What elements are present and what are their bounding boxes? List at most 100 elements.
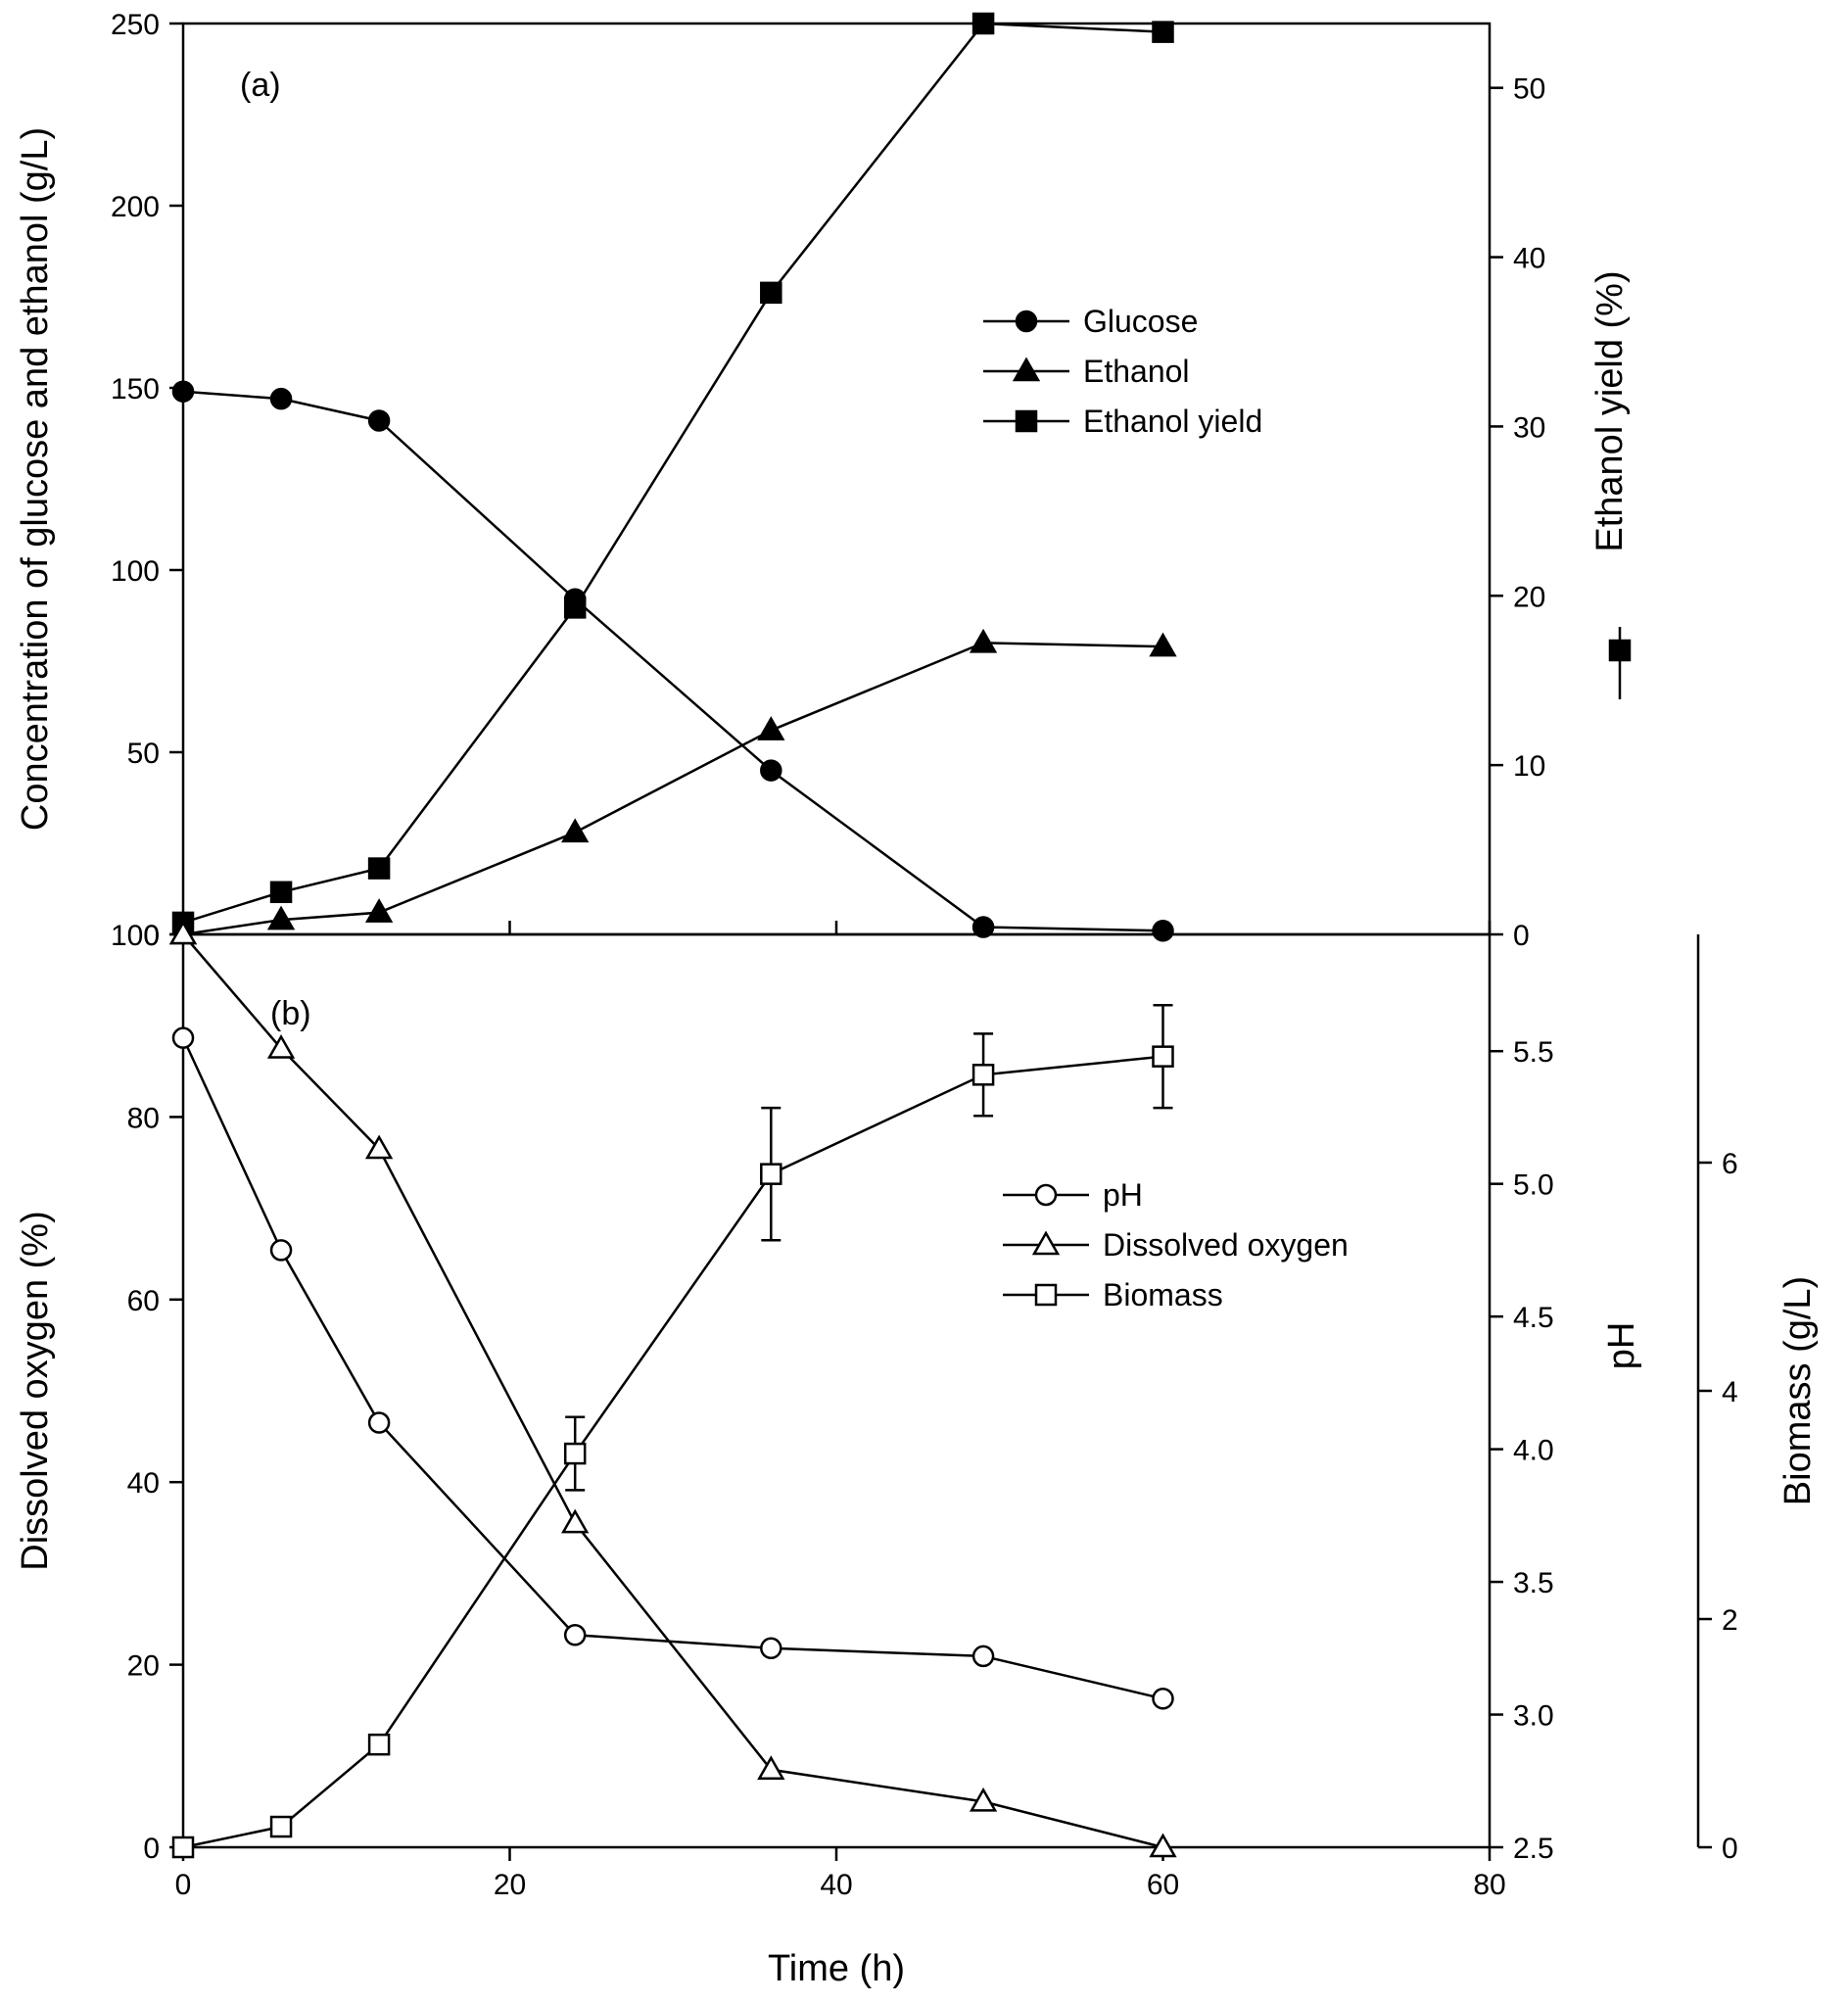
legend-marker-ethanol-yield (1015, 409, 1038, 433)
legend-label-glucose: Glucose (1083, 304, 1198, 339)
data-point-ethanol (266, 905, 296, 930)
x-axis-title: Time (h) (768, 1948, 905, 1989)
ethanol-yield-axis-title: Ethanol yield (%) (1589, 270, 1631, 551)
series-line-ph (181, 1037, 1163, 1700)
data-point-ph (269, 1239, 293, 1262)
data-point-glucose (971, 916, 995, 938)
panel-a-right-tick-label: 30 (1513, 411, 1545, 444)
ph-tick-label: 3.5 (1513, 1567, 1554, 1599)
series-line-ethanol (182, 642, 1163, 936)
legend-label-ph: pH (1103, 1177, 1143, 1213)
data-point-ph (563, 1624, 587, 1646)
panel-a-right-tick-label: 10 (1513, 750, 1545, 783)
biomass-tick-label: 6 (1722, 1148, 1738, 1180)
legends: Glucose Ethanol Ethanol yield pH Dissolved o… (983, 304, 1349, 1312)
data-point-ethanol-yield (760, 281, 782, 305)
panel-a-right-tick-label: 50 (1513, 73, 1545, 106)
data-point-ph (971, 1645, 995, 1668)
data-point-ethanol-yield (563, 596, 587, 619)
legend-marker-ethanol (1012, 357, 1041, 382)
data-point-glucose (1152, 920, 1174, 942)
series-line-glucose (182, 390, 1163, 932)
panel-a-left-tick-label: 0 (143, 920, 160, 952)
panel-b-left-tick-label: 0 (143, 1833, 160, 1865)
legend-marker-ph (1034, 1183, 1058, 1207)
data-point-ethanol (364, 898, 394, 923)
panel-b-frame (181, 932, 1492, 1849)
data-point-ethanol-yield (367, 857, 391, 880)
ethanol-yield-axis-symbol-marker (1608, 639, 1632, 662)
data-point-biomass (171, 1836, 195, 1859)
data-point-ethanol (969, 628, 998, 653)
panel-a-left-tick-label: 200 (111, 191, 160, 223)
panel-a-left-tick-label: 250 (111, 9, 160, 41)
ph-tick-label: 4.0 (1513, 1435, 1554, 1467)
panel-b-left-tick-label: 80 (127, 1102, 160, 1134)
ph-tick-label: 3.0 (1513, 1700, 1554, 1733)
panel-a-right-tick-label: 40 (1513, 243, 1545, 275)
data-point-ethanol (561, 818, 590, 843)
panel-b-left-tick-label: 60 (127, 1285, 160, 1317)
ph-axis-title: pH (1601, 1322, 1642, 1370)
data-point-dissolved-oxygen (266, 1033, 296, 1059)
data-point-ph (171, 1026, 195, 1049)
error-bars (565, 1003, 1173, 1492)
data-point-ethanol-yield (1152, 21, 1174, 43)
data-point-biomass (269, 1815, 293, 1838)
legend-label-ethanol-yield: Ethanol yield (1083, 404, 1262, 439)
panel-a-left-tick-label: 50 (127, 738, 160, 770)
panel-a-left-tick-label: 150 (111, 373, 160, 405)
data-point-ph (367, 1411, 391, 1434)
legend-marker-glucose (1015, 310, 1038, 333)
data-point-dissolved-oxygen (168, 920, 198, 945)
axis-labels: Concentration of glucose and ethanol (g/… (15, 67, 1819, 1989)
panel-a-left-axis-title: Concentration of glucose and ethanol (g/… (15, 127, 56, 831)
legend-label-ethanol: Ethanol (1083, 354, 1190, 389)
panel-b-left-tick-label: 40 (127, 1467, 160, 1500)
axis-ticks: 0 20 40 60 800501001502002500102030405002040… (111, 9, 1738, 1901)
data-point-ethanol (757, 716, 785, 740)
data-point-ph (760, 1637, 782, 1660)
biomass-axis-title: Biomass (g/L) (1777, 1276, 1819, 1505)
ph-tick-label: 2.5 (1513, 1833, 1554, 1865)
data-point-glucose (760, 759, 782, 782)
x-tick-label: 0 (175, 1869, 192, 1901)
x-tick-label: 80 (1473, 1869, 1505, 1901)
panel-b-label: (b) (270, 995, 311, 1032)
data-point-dissolved-oxygen (364, 1134, 394, 1160)
ph-tick-label: 5.5 (1513, 1036, 1554, 1069)
data-point-ethanol (1149, 632, 1177, 657)
biomass-tick-label: 0 (1722, 1833, 1738, 1865)
data-point-glucose (171, 380, 195, 403)
data-point-dissolved-oxygen (1149, 1833, 1177, 1858)
data-point-biomass (971, 1064, 995, 1086)
panel-b-left-tick-label: 20 (127, 1650, 160, 1683)
data-point-dissolved-oxygen (757, 1755, 785, 1781)
data-point-biomass (1152, 1045, 1174, 1068)
data-point-glucose (269, 387, 293, 410)
series-line-biomass (182, 1055, 1163, 1849)
data-point-biomass (760, 1163, 782, 1185)
legend-label-dissolved-oxygen: Dissolved oxygen (1103, 1227, 1349, 1263)
dissolved-oxygen-axis-title: Dissolved oxygen (%) (15, 1211, 56, 1570)
series-line-ethanol-yield (182, 22, 1163, 925)
data-point-ethanol-yield (269, 881, 293, 904)
legend-marker-biomass (1034, 1283, 1058, 1307)
series-markers (168, 12, 1177, 1859)
panel-a-right-tick-label: 20 (1513, 581, 1545, 613)
legend-label-biomass: Biomass (1103, 1277, 1223, 1312)
biomass-tick-label: 4 (1722, 1376, 1738, 1408)
x-tick-label: 60 (1147, 1869, 1179, 1901)
panel-a-left-tick-label: 100 (111, 555, 160, 588)
x-tick-label: 20 (494, 1869, 526, 1901)
data-point-biomass (367, 1733, 391, 1756)
ph-tick-label: 4.5 (1513, 1302, 1554, 1334)
plot-frames (181, 22, 1700, 1849)
panel-b-left-tick-label: 100 (111, 920, 160, 952)
panel-a-right-tick-label: 0 (1513, 920, 1530, 952)
data-point-glucose (367, 409, 391, 432)
x-tick-label: 40 (820, 1869, 852, 1901)
data-point-ethanol-yield (971, 12, 995, 35)
data-point-dissolved-oxygen (561, 1508, 590, 1534)
